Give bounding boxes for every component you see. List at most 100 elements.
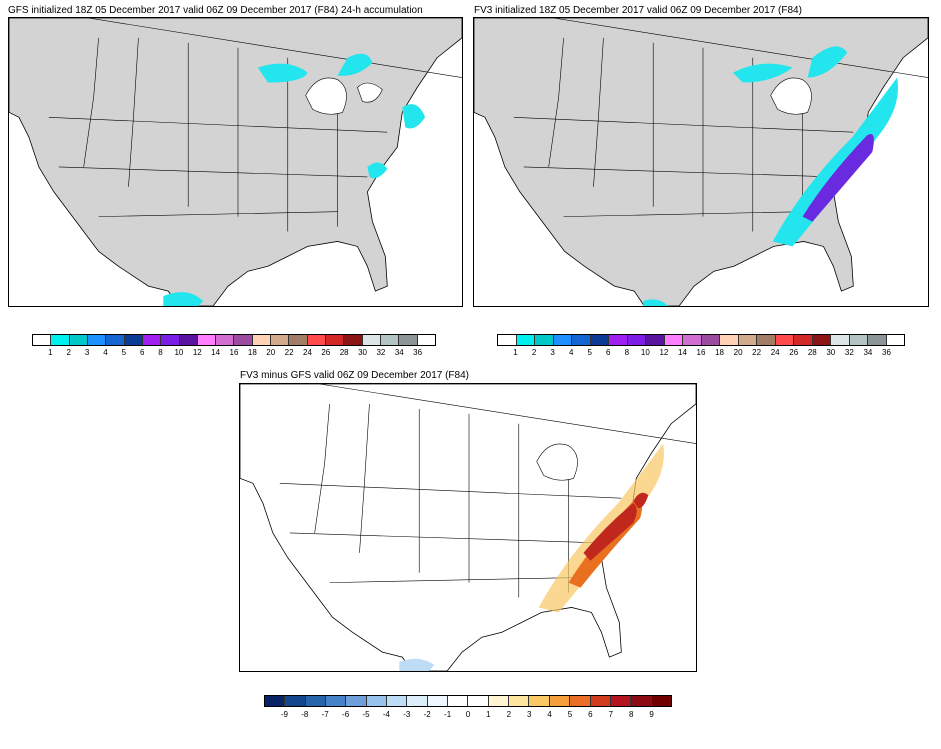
gfs-colorbar-tick-label: 24 <box>303 348 312 357</box>
fv3-colorbar-tick-label: 8 <box>624 348 630 357</box>
gfs-colorbar-swatch <box>51 335 70 345</box>
gfs-colorbar-swatch <box>271 335 290 345</box>
diff-colorbar-tick-label: -6 <box>342 710 350 719</box>
gfs-colorbar-tick-label: 2 <box>66 348 71 357</box>
fv3-colorbar-swatch <box>757 335 776 345</box>
gfs-colorbar-tick-label: 16 <box>229 348 239 357</box>
fv3-colorbar-swatch <box>609 335 628 345</box>
diff-colorbar-swatch <box>488 696 510 706</box>
fv3-colorbar-swatch <box>775 335 794 345</box>
gfs-colorbar-tick-label: 5 <box>121 348 127 357</box>
gfs-colorbar-ticks: 1 2 3 4 5 6 8 10 12 14 16 18 20 22 24 26 28 30 32 34 36 <box>32 348 436 360</box>
fv3-panel-title: FV3 initialized 18Z 05 December 2017 val… <box>474 5 802 16</box>
fv3-accumulation-colorbar <box>497 334 905 346</box>
fv3-colorbar-swatch <box>498 335 517 345</box>
fv3-colorbar-tick-label: 20 <box>733 348 743 357</box>
fv3-colorbar-tick-label: 3 <box>550 348 555 357</box>
gfs-colorbar-tick-label: 34 <box>394 348 404 357</box>
gfs-colorbar-tick-label: 28 <box>339 348 349 357</box>
gfs-colorbar-tick-label: 20 <box>266 348 276 357</box>
diff-colorbar-tick-label: -8 <box>301 710 309 719</box>
fv3-colorbar-tick-label: 26 <box>789 348 799 357</box>
diff-colorbar-tick-label: -1 <box>444 710 452 719</box>
diff-colorbar-swatch <box>590 696 611 706</box>
diff-colorbar-tick-label: 1 <box>486 710 491 719</box>
diff-colorbar-tick-label: 6 <box>588 710 593 719</box>
diff-colorbar-tick-label: 4 <box>547 710 552 719</box>
diff-colorbar-swatch <box>570 696 591 706</box>
gfs-colorbar-swatch <box>234 335 253 345</box>
gfs-colorbar-swatch <box>179 335 198 345</box>
fv3-colorbar-tick-label: 32 <box>844 348 854 357</box>
fv3-colorbar-swatch <box>664 335 683 345</box>
fv3-colorbar-tick-label: 14 <box>678 348 687 357</box>
difference-colorbar <box>264 695 672 707</box>
gfs-colorbar-tick-label: 30 <box>358 348 367 357</box>
north-america-landmass <box>9 18 462 306</box>
fv3-colorbar-swatch <box>831 335 850 345</box>
gfs-colorbar-tick-label: 6 <box>139 348 145 357</box>
diff-colorbar-tick-label: -2 <box>423 710 431 719</box>
fv3-colorbar-ticks: 1 2 3 4 5 6 8 10 12 14 16 18 20 22 24 26 28 30 32 34 36 <box>497 348 905 360</box>
fv3-colorbar-tick-label: 28 <box>807 348 817 357</box>
diff-colorbar-swatch <box>529 696 550 706</box>
gfs-colorbar-swatch <box>362 335 381 345</box>
gfs-colorbar-swatch <box>380 335 400 345</box>
diff-colorbar-swatch <box>387 696 408 706</box>
gfs-colorbar-tick-label: 18 <box>247 348 257 357</box>
gfs-colorbar-tick-label: 10 <box>174 348 184 357</box>
diff-colorbar-tick-label: 5 <box>567 710 573 719</box>
diff-colorbar-swatch <box>610 696 632 706</box>
diff-colorbar-swatch <box>326 696 347 706</box>
diff-colorbar-tick-label: -4 <box>382 710 390 719</box>
gfs-colorbar-tick-label: 4 <box>103 348 108 357</box>
diff-colorbar-swatch <box>448 696 469 706</box>
fv3-colorbar-tick-label: 24 <box>770 348 780 357</box>
gfs-colorbar-swatch <box>197 335 217 345</box>
fv3-colorbar-swatch <box>794 335 813 345</box>
gfs-panel-title: GFS initialized 18Z 05 December 2017 val… <box>8 5 423 16</box>
diff-panel-title: FV3 minus GFS valid 06Z 09 December 2017… <box>240 370 469 381</box>
diff-colorbar-tick-label: 0 <box>465 710 471 719</box>
fv3-colorbar-tick-label: 4 <box>568 348 574 357</box>
gfs-colorbar-tick-label: 12 <box>192 348 202 357</box>
gfs-colorbar-swatch <box>33 335 52 345</box>
fv3-colorbar-swatch <box>701 335 720 345</box>
diff-colorbar-swatch <box>427 696 449 706</box>
fv3-colorbar-swatch <box>720 335 739 345</box>
fv3-colorbar-swatch <box>535 335 554 345</box>
diff-colorbar-tick-label: -3 <box>403 710 411 719</box>
gfs-colorbar-swatch <box>399 335 418 345</box>
diff-colorbar-tick-label: 9 <box>649 710 654 719</box>
diff-colorbar-tick-label: -7 <box>321 710 329 719</box>
gfs-colorbar-tick-label: 3 <box>84 348 90 357</box>
gfs-colorbar-swatch <box>417 335 435 345</box>
fv3-colorbar-swatch <box>812 335 831 345</box>
gfs-colorbar-swatch <box>344 335 363 345</box>
diff-colorbar-tick-label: 7 <box>608 710 614 719</box>
diff-colorbar-swatch <box>407 696 428 706</box>
diff-colorbar-swatch <box>346 696 367 706</box>
fv3-colorbar-swatch <box>627 335 646 345</box>
gfs-accumulation-map <box>8 17 463 307</box>
fv3-colorbar-swatch <box>572 335 591 345</box>
diff-colorbar-tick-label: -9 <box>280 710 288 719</box>
fv3-colorbar-tick-label: 10 <box>640 348 650 357</box>
fv3-colorbar-tick-label: 16 <box>696 348 706 357</box>
diff-colorbar-swatch <box>285 696 306 706</box>
fv3-colorbar-tick-label: 30 <box>826 348 836 357</box>
diff-colorbar-tick-label: -5 <box>362 710 370 719</box>
gfs-colorbar-tick-label: 36 <box>413 348 423 357</box>
diff-colorbar-swatch <box>265 696 286 706</box>
diff-colorbar-tick-label: 3 <box>526 710 532 719</box>
gfs-colorbar-swatch <box>142 335 162 345</box>
fv3-colorbar-tick-label: 6 <box>606 348 611 357</box>
gfs-colorbar-tick-label: 1 <box>48 348 53 357</box>
gfs-colorbar-swatch <box>124 335 143 345</box>
gfs-colorbar-swatch <box>161 335 180 345</box>
diff-colorbar-swatch <box>366 696 388 706</box>
diff-colorbar-swatch <box>651 696 671 706</box>
gfs-colorbar-swatch <box>252 335 272 345</box>
fv3-accumulation-map <box>473 17 929 307</box>
diff-colorbar-tick-label: 8 <box>628 710 634 719</box>
